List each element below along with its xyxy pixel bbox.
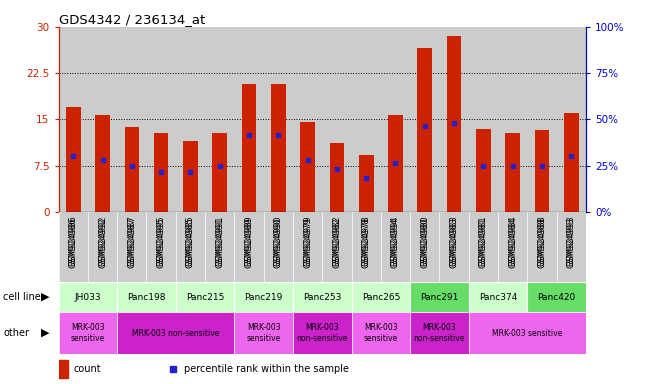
- Bar: [329, 143, 344, 212]
- Bar: [117, 282, 176, 312]
- Bar: [59, 212, 586, 282]
- Text: GSM924978: GSM924978: [362, 215, 370, 266]
- Bar: [95, 115, 110, 212]
- Text: GSM924986: GSM924986: [69, 218, 77, 268]
- Bar: [359, 155, 374, 212]
- Bar: [300, 122, 315, 212]
- Bar: [410, 312, 469, 354]
- Text: GSM924988: GSM924988: [538, 215, 546, 266]
- Bar: [271, 84, 286, 212]
- Text: GSM924993: GSM924993: [567, 218, 575, 268]
- Bar: [242, 84, 256, 212]
- Text: Panc219: Panc219: [245, 293, 283, 301]
- Bar: [352, 312, 410, 354]
- Text: MRK-003
non-sensitive: MRK-003 non-sensitive: [297, 323, 348, 343]
- Text: GSM924980: GSM924980: [421, 215, 429, 266]
- Bar: [59, 312, 117, 354]
- Bar: [417, 48, 432, 212]
- Text: GSM924989: GSM924989: [245, 218, 253, 268]
- Text: GSM924984: GSM924984: [508, 215, 517, 266]
- Bar: [293, 282, 352, 312]
- Text: Panc265: Panc265: [362, 293, 400, 301]
- Text: percentile rank within the sample: percentile rank within the sample: [184, 364, 349, 374]
- Text: GSM924979: GSM924979: [303, 218, 312, 268]
- Bar: [527, 282, 586, 312]
- Text: Panc420: Panc420: [538, 293, 575, 301]
- Text: GSM924990: GSM924990: [274, 218, 283, 268]
- Bar: [564, 113, 579, 212]
- Text: GSM924978: GSM924978: [362, 218, 370, 268]
- Text: GSM924991: GSM924991: [215, 218, 224, 268]
- Bar: [234, 282, 293, 312]
- Text: Panc374: Panc374: [479, 293, 517, 301]
- Bar: [469, 282, 527, 312]
- Text: GSM924994: GSM924994: [391, 215, 400, 266]
- Text: JH033: JH033: [75, 293, 101, 301]
- Text: GSM924982: GSM924982: [333, 215, 341, 266]
- Text: cell line: cell line: [3, 292, 41, 302]
- Text: ▶: ▶: [41, 292, 49, 302]
- Text: GSM924983: GSM924983: [450, 215, 458, 266]
- Bar: [66, 107, 81, 212]
- Bar: [505, 133, 520, 212]
- Bar: [447, 36, 462, 212]
- Text: other: other: [3, 328, 29, 338]
- Text: Panc253: Panc253: [303, 293, 341, 301]
- Bar: [59, 282, 117, 312]
- Bar: [117, 312, 234, 354]
- Text: GSM924994: GSM924994: [391, 218, 400, 268]
- Text: ▶: ▶: [41, 328, 49, 338]
- Bar: [293, 312, 352, 354]
- Text: GSM924992: GSM924992: [98, 218, 107, 268]
- Text: GSM924989: GSM924989: [245, 215, 253, 266]
- Text: GSM924995: GSM924995: [157, 218, 165, 268]
- Text: Panc215: Panc215: [186, 293, 224, 301]
- Bar: [154, 133, 169, 212]
- Text: GSM924984: GSM924984: [508, 218, 517, 268]
- Bar: [476, 129, 491, 212]
- Text: GSM924987: GSM924987: [128, 218, 136, 268]
- Text: GSM924986: GSM924986: [69, 215, 77, 266]
- Text: GSM924982: GSM924982: [333, 218, 341, 268]
- Text: Panc291: Panc291: [421, 293, 458, 301]
- Text: GSM924985: GSM924985: [186, 215, 195, 266]
- Text: GSM924981: GSM924981: [479, 218, 488, 268]
- Bar: [124, 127, 139, 212]
- Bar: [212, 133, 227, 212]
- Text: GSM924983: GSM924983: [450, 218, 458, 268]
- Text: Panc198: Panc198: [127, 293, 166, 301]
- Bar: [410, 282, 469, 312]
- Bar: [183, 141, 198, 212]
- Text: MRK-003
sensitive: MRK-003 sensitive: [364, 323, 398, 343]
- Text: GSM924991: GSM924991: [215, 215, 224, 266]
- Text: GSM924985: GSM924985: [186, 218, 195, 268]
- Text: MRK-003 non-sensitive: MRK-003 non-sensitive: [132, 328, 219, 338]
- Text: count: count: [74, 364, 101, 374]
- Text: GSM924995: GSM924995: [157, 215, 165, 266]
- Text: GSM924979: GSM924979: [303, 215, 312, 266]
- Text: GSM924992: GSM924992: [98, 215, 107, 266]
- Text: GSM924981: GSM924981: [479, 215, 488, 266]
- Text: MRK-003
sensitive: MRK-003 sensitive: [247, 323, 281, 343]
- Text: GDS4342 / 236134_at: GDS4342 / 236134_at: [59, 13, 205, 26]
- Bar: [388, 114, 403, 212]
- Bar: [59, 360, 68, 378]
- Text: MRK-003 sensitive: MRK-003 sensitive: [492, 328, 562, 338]
- Text: GSM924987: GSM924987: [128, 215, 136, 266]
- Bar: [234, 312, 293, 354]
- Text: GSM924980: GSM924980: [421, 218, 429, 268]
- Bar: [176, 282, 234, 312]
- Bar: [534, 130, 549, 212]
- Text: GSM924990: GSM924990: [274, 215, 283, 266]
- Text: MRK-003
non-sensitive: MRK-003 non-sensitive: [414, 323, 465, 343]
- Text: MRK-003
sensitive: MRK-003 sensitive: [71, 323, 105, 343]
- Bar: [352, 282, 410, 312]
- Bar: [469, 312, 586, 354]
- Text: GSM924988: GSM924988: [538, 218, 546, 268]
- Text: GSM924993: GSM924993: [567, 215, 575, 266]
